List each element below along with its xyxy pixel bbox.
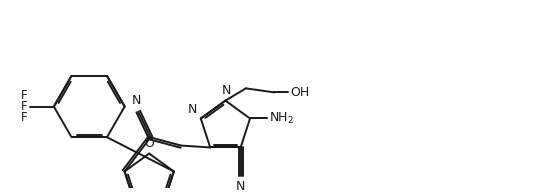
- Text: O: O: [144, 137, 154, 150]
- Text: NH$_2$: NH$_2$: [269, 111, 294, 126]
- Text: F: F: [21, 100, 27, 113]
- Text: N: N: [187, 103, 197, 116]
- Text: N: N: [222, 84, 231, 97]
- Text: N: N: [132, 94, 142, 107]
- Text: N: N: [236, 180, 245, 193]
- Text: F: F: [21, 89, 27, 102]
- Text: F: F: [21, 111, 27, 124]
- Text: OH: OH: [290, 86, 310, 99]
